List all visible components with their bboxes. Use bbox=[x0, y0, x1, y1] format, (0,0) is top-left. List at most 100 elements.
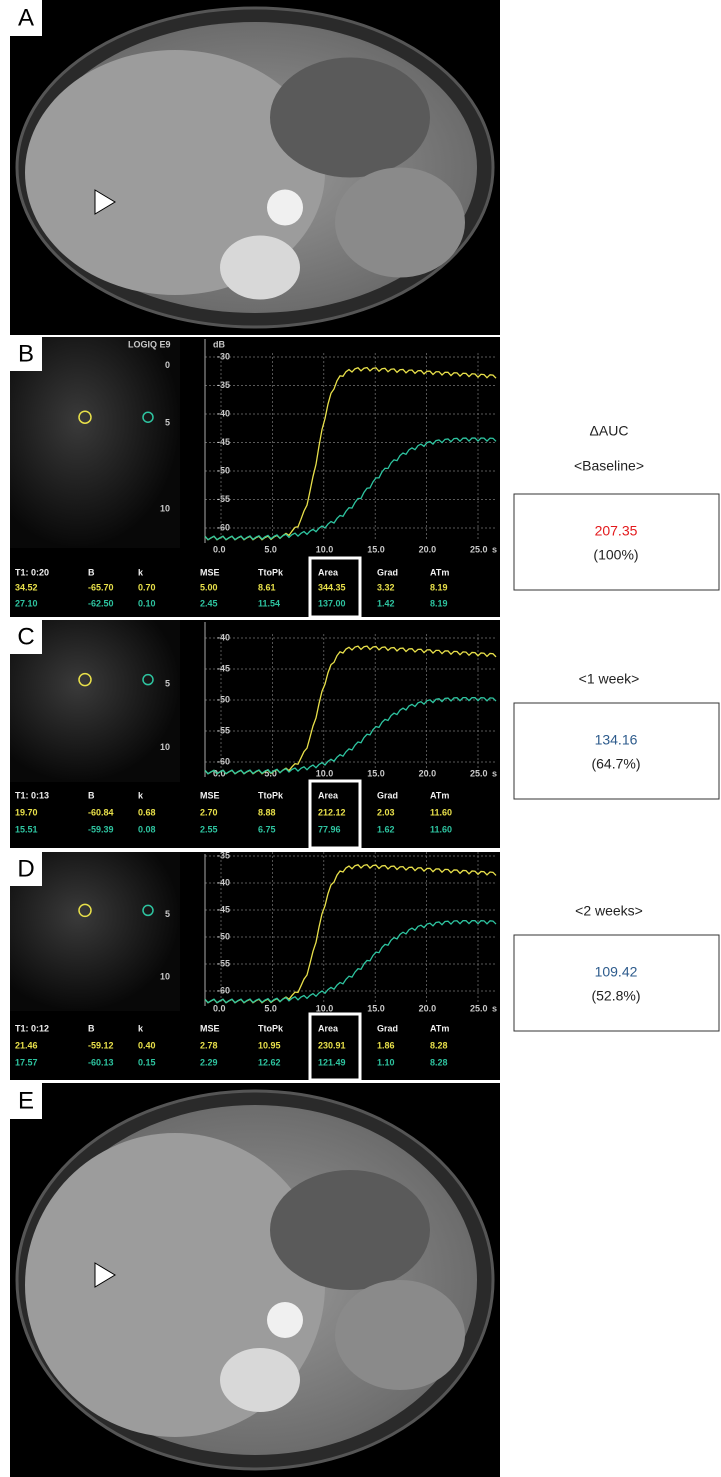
table-cell: 0.40 bbox=[138, 1040, 156, 1050]
x-tick-label: 15.0 bbox=[367, 768, 385, 778]
table-cell: 1.86 bbox=[377, 1040, 395, 1050]
table-cell: 1.42 bbox=[377, 598, 395, 608]
table-header: Area bbox=[318, 1023, 339, 1033]
table-header: TtoPk bbox=[258, 567, 284, 577]
device-label: LOGIQ E9 bbox=[128, 339, 171, 349]
table-header: ATm bbox=[430, 567, 449, 577]
x-tick-label: 5.0 bbox=[264, 544, 277, 554]
value-box bbox=[514, 703, 719, 799]
table-header: Grad bbox=[377, 1023, 398, 1033]
table-header: Grad bbox=[377, 790, 398, 800]
table-header: ATm bbox=[430, 1023, 449, 1033]
depth-mark: 10 bbox=[160, 742, 170, 752]
table-header: TtoPk bbox=[258, 1023, 284, 1033]
table-cell: 1.62 bbox=[377, 824, 395, 834]
x-tick-label: 25.0 bbox=[470, 768, 488, 778]
y-tick-label: -50 bbox=[217, 694, 230, 704]
y-tick-label: -40 bbox=[217, 408, 230, 418]
y-tick-label: -60 bbox=[217, 756, 230, 766]
x-tick-label: 15.0 bbox=[367, 1003, 385, 1013]
auc-percent: (64.7%) bbox=[591, 756, 640, 772]
x-tick-label: 25.0 bbox=[470, 1003, 488, 1013]
depth-mark: 5 bbox=[165, 678, 170, 688]
x-tick-label: 15.0 bbox=[367, 544, 385, 554]
y-unit: dB bbox=[213, 339, 225, 349]
table-cell: 2.55 bbox=[200, 824, 218, 834]
panel-label: A bbox=[18, 4, 34, 31]
y-tick-label: -40 bbox=[217, 877, 230, 887]
x-tick-label: 20.0 bbox=[419, 1003, 437, 1013]
y-tick-label: -60 bbox=[217, 985, 230, 995]
table-header: ATm bbox=[430, 790, 449, 800]
period-label: <2 weeks> bbox=[575, 903, 643, 919]
table-cell: -59.39 bbox=[88, 824, 114, 834]
table-cell: 19.70 bbox=[15, 807, 38, 817]
table-header: T1: 0:12 bbox=[15, 1023, 49, 1033]
table-cell: 8.61 bbox=[258, 582, 276, 592]
y-tick-label: -35 bbox=[217, 850, 230, 860]
table-cell: 17.57 bbox=[15, 1057, 38, 1067]
depth-mark: 5 bbox=[165, 909, 170, 919]
table-cell: 0.70 bbox=[138, 582, 156, 592]
panel-label: E bbox=[18, 1087, 34, 1114]
panel-label: B bbox=[18, 340, 34, 367]
depth-mark: 0 bbox=[165, 360, 170, 370]
table-header: Area bbox=[318, 567, 339, 577]
table-cell: 0.15 bbox=[138, 1057, 156, 1067]
depth-mark: 5 bbox=[165, 417, 170, 427]
table-cell: 2.70 bbox=[200, 807, 218, 817]
table-header: Grad bbox=[377, 567, 398, 577]
table-cell: 0.10 bbox=[138, 598, 156, 608]
table-header: B bbox=[88, 1023, 95, 1033]
table-cell: 12.62 bbox=[258, 1057, 281, 1067]
depth-mark: 10 bbox=[160, 503, 170, 513]
table-cell: 8.19 bbox=[430, 582, 448, 592]
stomach bbox=[270, 58, 430, 178]
aorta bbox=[267, 190, 303, 226]
table-header: Area bbox=[318, 790, 339, 800]
aorta bbox=[267, 1302, 303, 1338]
y-tick-label: -30 bbox=[217, 351, 230, 361]
table-header: B bbox=[88, 567, 95, 577]
table-cell: 5.00 bbox=[200, 582, 218, 592]
x-tick-label: 10.0 bbox=[316, 544, 334, 554]
table-cell: 21.46 bbox=[15, 1040, 38, 1050]
y-tick-label: -45 bbox=[217, 663, 230, 673]
x-unit: s bbox=[492, 544, 497, 554]
table-header: MSE bbox=[200, 1023, 220, 1033]
table-cell: 2.03 bbox=[377, 807, 395, 817]
table-header: T1: 0:20 bbox=[15, 567, 49, 577]
table-cell: 1.10 bbox=[377, 1057, 395, 1067]
table-header: MSE bbox=[200, 790, 220, 800]
y-tick-label: -35 bbox=[217, 380, 230, 390]
table-cell: 2.45 bbox=[200, 598, 218, 608]
table-cell: 2.29 bbox=[200, 1057, 218, 1067]
x-tick-label: 0.0 bbox=[213, 544, 226, 554]
y-tick-label: -40 bbox=[217, 632, 230, 642]
spleen bbox=[335, 168, 465, 278]
period-label: <1 week> bbox=[579, 671, 640, 687]
x-tick-label: 0.0 bbox=[213, 768, 226, 778]
summary-title: ΔAUC bbox=[590, 423, 629, 439]
stomach bbox=[270, 1170, 430, 1290]
y-tick-label: -55 bbox=[217, 958, 230, 968]
value-box bbox=[514, 494, 719, 590]
table-cell: 15.51 bbox=[15, 824, 38, 834]
y-tick-label: -45 bbox=[217, 437, 230, 447]
y-tick-label: -45 bbox=[217, 904, 230, 914]
table-cell: 121.49 bbox=[318, 1057, 346, 1067]
table-cell: -60.84 bbox=[88, 807, 114, 817]
table-cell: 11.60 bbox=[430, 807, 452, 817]
auc-percent: (100%) bbox=[593, 547, 638, 563]
table-cell: 6.75 bbox=[258, 824, 276, 834]
table-cell: 0.08 bbox=[138, 824, 156, 834]
depth-mark: 10 bbox=[160, 971, 170, 981]
auc-value: 109.42 bbox=[595, 964, 638, 980]
table-cell: 11.60 bbox=[430, 824, 452, 834]
spleen bbox=[335, 1280, 465, 1390]
table-cell: 8.28 bbox=[430, 1040, 448, 1050]
x-tick-label: 0.0 bbox=[213, 1003, 226, 1013]
y-tick-label: -60 bbox=[217, 522, 230, 532]
table-cell: -62.50 bbox=[88, 598, 114, 608]
x-tick-label: 5.0 bbox=[264, 1003, 277, 1013]
